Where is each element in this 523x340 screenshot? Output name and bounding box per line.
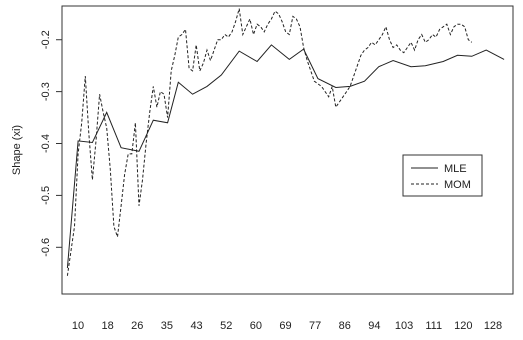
x-tick-label: 128 (484, 320, 502, 332)
legend: MLE MOM (402, 154, 483, 197)
x-tick-label: 77 (309, 320, 321, 332)
x-tick-label: 18 (102, 320, 114, 332)
y-axis-title: Shape (xi) (11, 125, 23, 175)
y-axis: -0.6 -0.5 -0.4 -0.3 -0.2 (40, 30, 62, 257)
y-tick-label: -0.6 (40, 238, 52, 257)
legend-label-mle: MLE (444, 163, 467, 175)
x-tick-label: 120 (454, 320, 472, 332)
y-tick-label: -0.3 (40, 82, 52, 101)
x-tick-label: 10 (72, 320, 84, 332)
x-tick-label: 43 (190, 320, 202, 332)
x-tick-label: 111 (425, 320, 442, 332)
plot-frame (61, 5, 514, 295)
y-tick-label: -0.2 (40, 30, 52, 49)
x-tick-label: 86 (339, 320, 351, 332)
legend-box (402, 154, 483, 197)
y-tick-label: -0.5 (40, 186, 52, 205)
series-line-mle (66, 44, 505, 269)
x-tick-label: 69 (279, 320, 291, 332)
x-tick-label: 103 (395, 320, 413, 332)
x-tick-label: 26 (131, 320, 143, 332)
x-tick-label: 94 (368, 320, 380, 332)
x-tick-label: 60 (250, 320, 262, 332)
x-tick-label: 52 (220, 320, 232, 332)
series-layer (66, 8, 505, 276)
x-tick-label: 35 (161, 320, 173, 332)
legend-label-mom: MOM (444, 179, 471, 191)
series-line-mom (66, 8, 473, 276)
x-axis: 10 18 26 35 43 52 60 69 77 86 94 103 111 120 128 (72, 320, 502, 332)
y-tick-label: -0.4 (40, 134, 52, 153)
